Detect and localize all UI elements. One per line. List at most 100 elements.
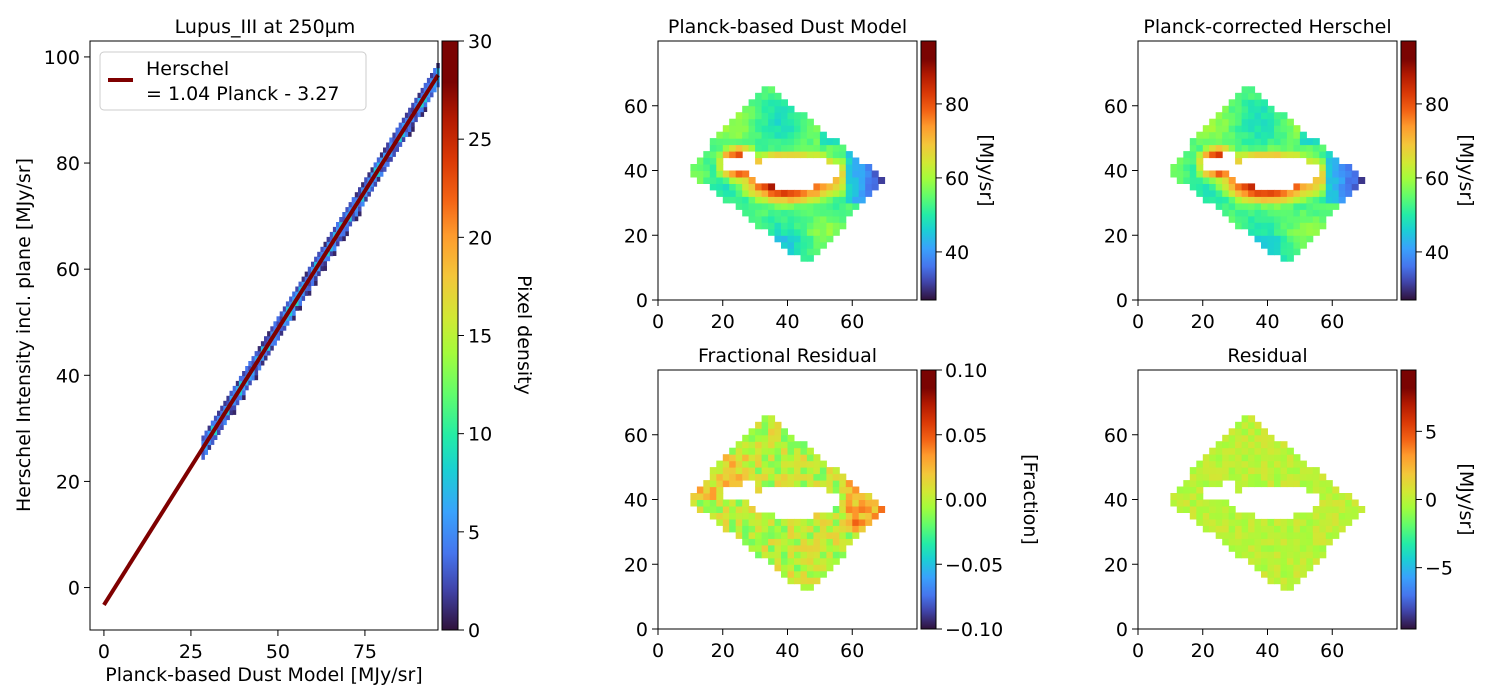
density-cell — [242, 385, 246, 391]
map-pixel — [1254, 209, 1262, 217]
map-pixel — [1222, 196, 1230, 204]
density-cell — [270, 345, 274, 351]
map-pixel — [1325, 189, 1333, 197]
map-pixel — [709, 480, 717, 488]
map-pixel — [819, 241, 827, 249]
map-pixel — [761, 112, 769, 120]
map-pixel — [1267, 112, 1275, 120]
map-pixel — [1241, 454, 1249, 462]
map-pixel — [1267, 125, 1275, 133]
map-pixel — [1235, 441, 1243, 449]
map-pixel — [1325, 486, 1333, 494]
map-pixel — [826, 183, 834, 191]
map-pixel — [729, 125, 737, 133]
density-cell — [354, 196, 359, 203]
map-pixel — [755, 157, 763, 165]
map-pixel — [845, 196, 853, 204]
density-cell — [411, 126, 415, 132]
map-colorbar-tick-label: −0.10 — [945, 619, 1003, 641]
map-pixel — [1248, 131, 1256, 139]
map-pixel — [1325, 512, 1333, 520]
map-pixel — [761, 215, 769, 223]
map-pixel — [1312, 538, 1320, 546]
map-pixel — [781, 235, 788, 243]
map-pixel — [1319, 512, 1327, 520]
map-pixel — [1358, 177, 1366, 184]
map-pixel — [865, 493, 873, 500]
map-pixel — [1222, 202, 1230, 210]
map-pixel — [826, 222, 834, 230]
density-colorbar — [441, 40, 459, 631]
density-y-tick-label: 40 — [56, 365, 80, 387]
map-pixel — [709, 157, 717, 165]
map-pixel — [865, 189, 873, 197]
density-cell — [417, 92, 421, 98]
map-pixel — [1248, 215, 1256, 223]
map-pixel — [1274, 248, 1281, 256]
density-cell — [414, 102, 418, 108]
map-x-tick-label: 60 — [840, 311, 864, 333]
map-cells — [690, 415, 886, 591]
map-pixel — [1293, 577, 1301, 585]
density-cell — [323, 241, 327, 247]
map-pixel — [1196, 183, 1204, 191]
map-pixel — [1228, 215, 1236, 223]
map-pixel — [1215, 525, 1223, 533]
density-cell — [430, 87, 434, 93]
map-pixel — [1215, 506, 1223, 513]
map-pixel — [865, 499, 873, 507]
map-pixel — [755, 99, 763, 107]
map-pixel — [1299, 202, 1307, 210]
map-pixel — [845, 499, 853, 507]
density-cell — [423, 102, 428, 108]
map-pixel — [761, 454, 769, 462]
map-pixel — [748, 138, 756, 146]
map-pixel — [1267, 196, 1275, 204]
map-pixel — [755, 215, 763, 223]
density-cell — [217, 410, 221, 416]
map-pixel — [1248, 454, 1256, 462]
density-cell — [367, 186, 371, 192]
map-pixel — [1209, 467, 1217, 475]
map-pixel — [1241, 525, 1249, 533]
density-cell — [295, 286, 299, 292]
density-cell — [326, 241, 331, 247]
map-pixel — [832, 151, 840, 159]
map-pixel — [1286, 202, 1294, 210]
map-pixel — [748, 434, 756, 442]
map-pixel — [1299, 228, 1307, 236]
map-pixel — [1222, 125, 1230, 133]
map-pixel — [768, 551, 776, 559]
map-pixel — [1267, 105, 1275, 113]
density-cell — [401, 122, 406, 128]
density-cell — [232, 405, 237, 411]
map-pixel — [1189, 499, 1197, 507]
map-pixel — [1306, 144, 1314, 152]
map-pixel — [1209, 131, 1217, 139]
map-pixel — [813, 480, 821, 488]
map-pixel — [852, 189, 860, 197]
density-cell — [289, 296, 293, 302]
map-pixel — [806, 467, 814, 475]
map-pixel — [781, 564, 788, 572]
map-pixel — [774, 125, 782, 133]
map-pixel — [1248, 189, 1256, 197]
map-pixel — [813, 125, 821, 133]
map-pixel — [794, 241, 801, 249]
map-pixel — [755, 538, 763, 546]
density-cell — [289, 315, 293, 321]
map-pixel — [1299, 473, 1307, 481]
density-cell — [426, 77, 431, 84]
map-pixel — [1235, 473, 1243, 481]
density-cell — [314, 280, 318, 286]
map-pixel — [1274, 125, 1281, 133]
density-cell — [210, 425, 215, 431]
map-pixel — [1280, 235, 1288, 243]
map-pixel — [1286, 544, 1294, 552]
map-pixel — [1286, 447, 1294, 455]
map-pixel — [1306, 157, 1314, 165]
density-cell — [342, 235, 346, 242]
density-cell — [245, 370, 249, 376]
map-title: Fractional Residual — [698, 345, 877, 367]
density-cell — [226, 395, 230, 401]
